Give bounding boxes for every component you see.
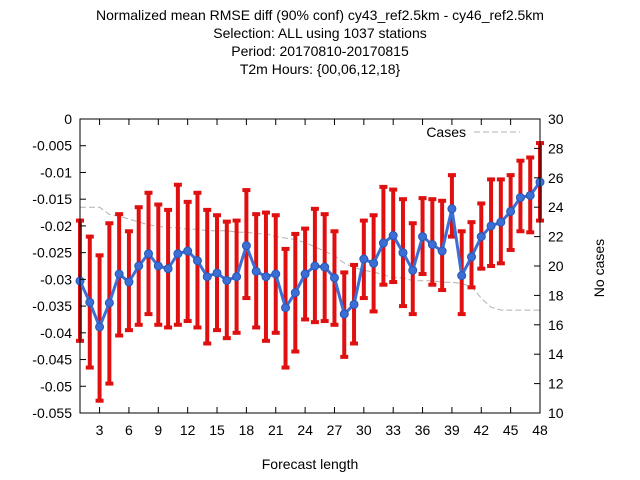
y2-tick-label-26: 26	[548, 170, 564, 186]
x-tick-label-42: 42	[473, 422, 489, 438]
mean-point-5	[114, 269, 124, 279]
cases-layer	[80, 206, 540, 311]
mean-point-18	[241, 241, 251, 251]
mean-point-35	[408, 265, 418, 275]
x-tick-label-12: 12	[180, 422, 196, 438]
y-tick-label-7: -0.035	[32, 298, 72, 314]
mean-point-23	[290, 288, 300, 298]
mean-line-layer	[75, 177, 545, 332]
x-tick-label-6: 6	[125, 422, 133, 438]
mean-point-39	[447, 204, 457, 214]
mean-point-28	[339, 309, 349, 319]
mean-point-47	[525, 190, 535, 200]
x-tick-label-48: 48	[532, 422, 548, 438]
y-tick-label-6: -0.03	[40, 271, 72, 287]
y2-tick-label-18: 18	[548, 287, 564, 303]
y-tick-label-9: -0.045	[32, 352, 72, 368]
mean-point-33	[388, 231, 398, 241]
mean-point-46	[515, 193, 525, 203]
mean-point-24	[300, 269, 310, 279]
mean-point-22	[281, 303, 291, 313]
mean-point-17	[232, 272, 242, 282]
y2-tick-label-22: 22	[548, 229, 564, 245]
x-tick-label-9: 9	[154, 422, 162, 438]
mean-point-15	[212, 268, 222, 278]
chart-title-line-4: T2m Hours: {00,06,12,18}	[239, 61, 401, 77]
mean-point-8	[144, 249, 154, 259]
mean-point-42	[476, 232, 486, 242]
mean-point-4	[104, 298, 114, 308]
x-tick-label-33: 33	[385, 422, 401, 438]
mean-point-43	[486, 221, 496, 231]
mean-point-14	[202, 272, 212, 282]
mean-point-16	[222, 275, 232, 285]
x-tick-label-15: 15	[209, 422, 225, 438]
y2-tick-label-30: 30	[548, 111, 564, 127]
x-tick-label-27: 27	[327, 422, 343, 438]
mean-point-32	[378, 238, 388, 248]
x-tick-label-45: 45	[503, 422, 519, 438]
y-tick-label-3: -0.015	[32, 191, 72, 207]
mean-point-45	[506, 206, 516, 216]
y-tick-label-8: -0.04	[40, 325, 72, 341]
y2-axis-label: No cases	[591, 239, 607, 297]
y2-tick-label-28: 28	[548, 140, 564, 156]
mean-point-44	[496, 217, 506, 227]
legend: Cases	[426, 124, 520, 140]
mean-point-31	[369, 258, 379, 268]
x-tick-label-30: 30	[356, 422, 372, 438]
y2-tick-label-20: 20	[548, 258, 564, 274]
y-tick-label-5: -0.025	[32, 245, 72, 261]
mean-point-36	[418, 232, 428, 242]
cases-line	[80, 206, 540, 311]
mean-point-29	[349, 299, 359, 309]
x-tick-label-21: 21	[268, 422, 284, 438]
mean-point-12	[183, 246, 193, 256]
y2-tick-label-10: 10	[548, 405, 564, 421]
mean-point-34	[398, 248, 408, 258]
mean-point-27	[329, 273, 339, 283]
y2-tick-label-16: 16	[548, 317, 564, 333]
mean-point-13	[192, 256, 202, 266]
mean-point-6	[124, 277, 134, 287]
x-tick-label-36: 36	[415, 422, 431, 438]
y-tick-label-11: -0.055	[32, 405, 72, 421]
y2-tick-label-24: 24	[548, 199, 564, 215]
mean-point-3	[95, 322, 105, 332]
mean-point-19	[251, 266, 261, 276]
chart-title-line-1: Normalized mean RMSE diff (90% conf) cy4…	[96, 7, 544, 23]
x-tick-label-18: 18	[239, 422, 255, 438]
y-tick-label-2: -0.01	[40, 164, 72, 180]
mean-point-26	[320, 262, 330, 272]
y2-tick-label-12: 12	[548, 376, 564, 392]
mean-point-37	[427, 240, 437, 250]
legend-label-cases: Cases	[426, 124, 466, 140]
y-tick-label-4: -0.02	[40, 218, 72, 234]
mean-point-25	[310, 261, 320, 271]
y-tick-label-0: 0	[64, 111, 72, 127]
mean-point-9	[153, 261, 163, 271]
mean-point-38	[437, 246, 447, 256]
mean-point-20	[261, 272, 271, 282]
x-axis-label: Forecast length	[262, 456, 359, 472]
mean-point-41	[466, 252, 476, 262]
mean-point-2	[85, 297, 95, 307]
y-tick-label-1: -0.005	[32, 138, 72, 154]
mean-point-40	[457, 271, 467, 281]
x-tick-label-39: 39	[444, 422, 460, 438]
mean-point-30	[359, 254, 369, 264]
chart-title-line-3: Period: 20170810-20170815	[231, 43, 409, 59]
mean-point-11	[173, 249, 183, 259]
mean-point-21	[271, 269, 281, 279]
x-tick-label-24: 24	[297, 422, 313, 438]
mean-point-10	[163, 264, 173, 274]
x-tick-label-3: 3	[96, 422, 104, 438]
chart-title-line-2: Selection: ALL using 1037 stations	[213, 25, 427, 41]
mean-point-7	[134, 261, 144, 271]
y-tick-label-10: -0.05	[40, 378, 72, 394]
axes-layer: 3 6 9 12 15 18 21 24 27 30 33 36 39 42 45 480-0.005-0.0…	[32, 111, 563, 438]
y2-tick-label-14: 14	[548, 346, 564, 362]
